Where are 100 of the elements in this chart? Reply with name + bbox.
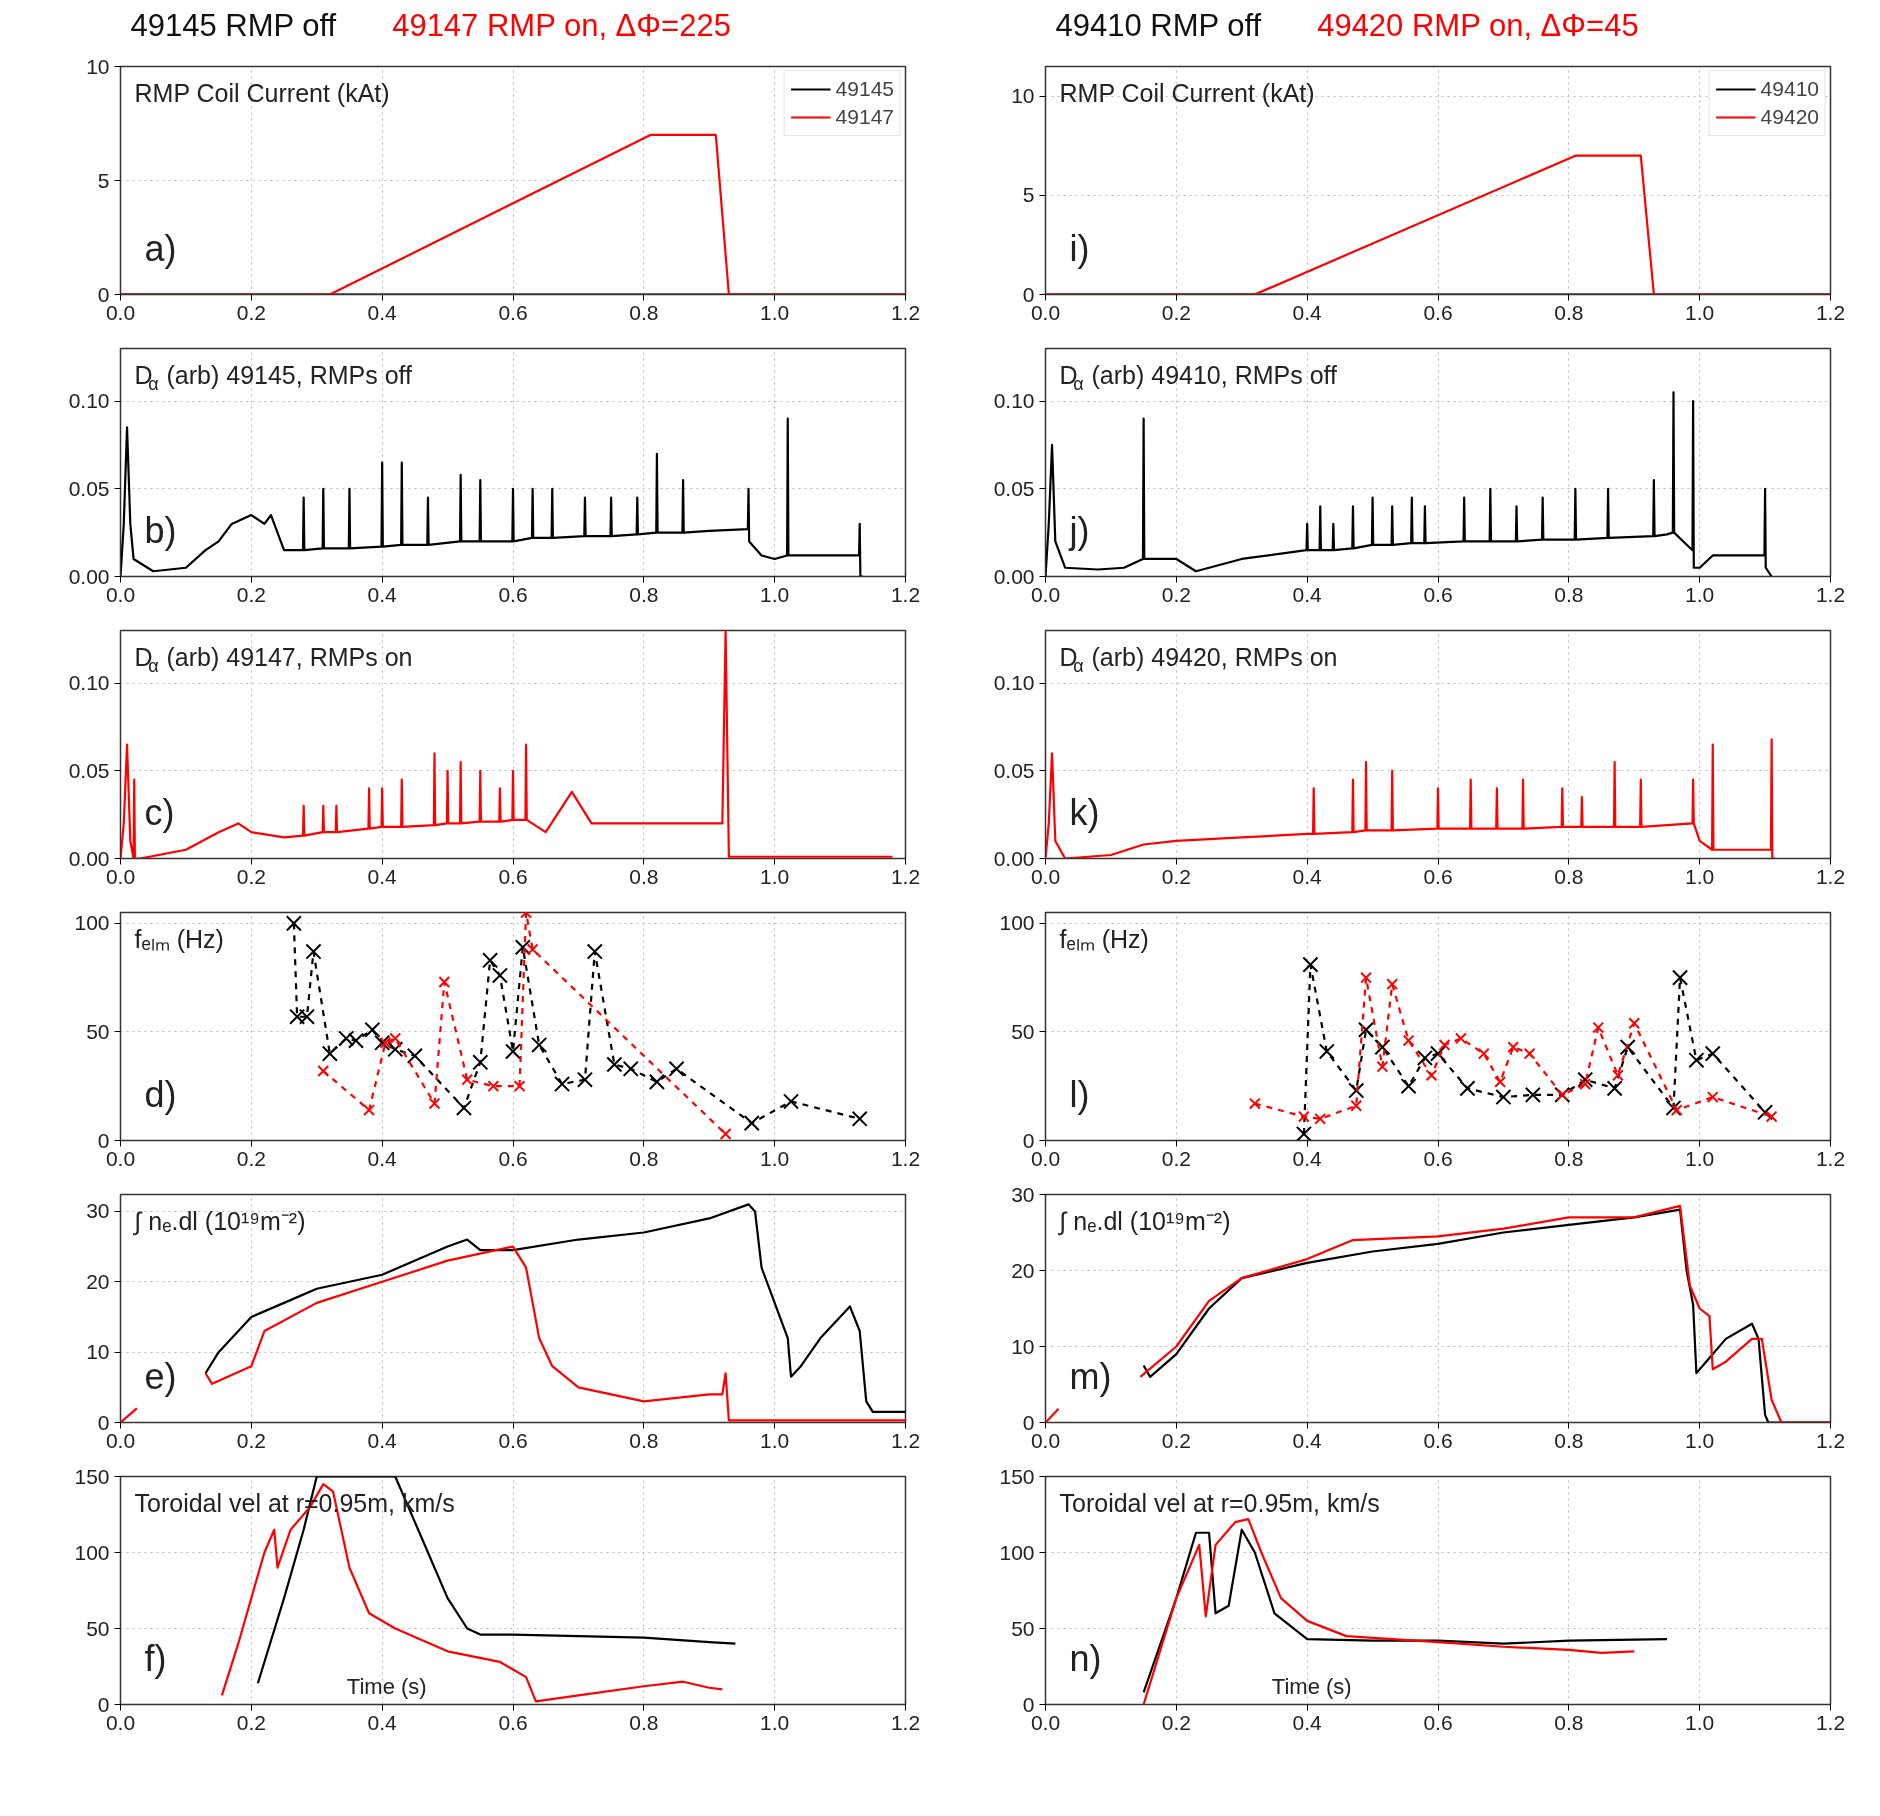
x-tick-label: 0.4 bbox=[1292, 1428, 1323, 1452]
annotation: e) bbox=[144, 1355, 177, 1397]
x-tick-label: 0.6 bbox=[498, 864, 528, 888]
x-tick-label: 0.2 bbox=[236, 1710, 266, 1734]
annotation: RMP Coil Current (kAt) bbox=[134, 78, 390, 107]
legend-label: 49420 bbox=[1760, 105, 1819, 129]
y-tick-label: 20 bbox=[1011, 1258, 1035, 1282]
x-tick-label: 0.8 bbox=[1554, 1146, 1584, 1170]
x-tick-label: 0.4 bbox=[1292, 1710, 1323, 1734]
y-tick-label: 0.05 bbox=[993, 758, 1035, 782]
y-tick-label: 0.00 bbox=[68, 846, 110, 870]
y-tick-label: 0.10 bbox=[68, 671, 110, 695]
x-axis-title: Time (s) bbox=[1271, 1673, 1352, 1699]
legend-label: 49145 bbox=[835, 77, 894, 101]
y-tick-label: 30 bbox=[1011, 1182, 1035, 1206]
x-tick-label: 0.2 bbox=[236, 582, 266, 606]
x-tick-label: 0.8 bbox=[629, 1146, 659, 1170]
chart-subtitle: 49147 RMP on, ΔΦ=225 bbox=[392, 7, 731, 43]
y-tick-label: 0.10 bbox=[993, 671, 1035, 695]
y-tick-label: 0 bbox=[97, 1410, 110, 1434]
x-tick-label: 0.2 bbox=[1161, 1146, 1191, 1170]
x-tick-label: 1.0 bbox=[760, 1428, 790, 1452]
x-tick-label: 1.2 bbox=[890, 582, 921, 606]
y-tick-label: 0.00 bbox=[993, 846, 1035, 870]
x-tick-label: 0.2 bbox=[1161, 1428, 1191, 1452]
x-tick-label: 0.4 bbox=[367, 1146, 398, 1170]
x-tick-label: 1.0 bbox=[1685, 1710, 1715, 1734]
y-tick-label: 50 bbox=[1011, 1019, 1035, 1043]
x-tick-label: 1.0 bbox=[760, 1710, 790, 1734]
annotation: d) bbox=[144, 1073, 177, 1115]
x-tick-label: 1.2 bbox=[1815, 582, 1846, 606]
x-tick-label: 0.2 bbox=[1161, 864, 1191, 888]
chart-title: 49410 RMP off bbox=[1055, 7, 1262, 43]
y-tick-label: 0 bbox=[1022, 1410, 1035, 1434]
chart-subtitle: 49420 RMP on, ΔΦ=45 bbox=[1317, 7, 1639, 43]
x-tick-label: 1.2 bbox=[1815, 300, 1846, 324]
x-tick-label: 0.6 bbox=[1423, 1146, 1453, 1170]
x-tick-label: 0.6 bbox=[1423, 1710, 1453, 1734]
x-tick-label: 1.0 bbox=[1685, 1146, 1715, 1170]
y-tick-label: 50 bbox=[86, 1616, 110, 1640]
x-tick-label: 0.4 bbox=[1292, 300, 1323, 324]
x-axis-title: Time (s) bbox=[346, 1673, 427, 1699]
x-tick-label: 0.4 bbox=[367, 300, 398, 324]
y-tick-label: 0.05 bbox=[68, 476, 110, 500]
x-tick-label: 1.0 bbox=[1685, 582, 1715, 606]
y-tick-label: 10 bbox=[1011, 84, 1035, 108]
x-tick-label: 0.2 bbox=[1161, 582, 1191, 606]
annotation: n) bbox=[1069, 1637, 1102, 1679]
y-tick-label: 5 bbox=[97, 168, 110, 192]
x-tick-label: 1.2 bbox=[890, 300, 921, 324]
x-tick-label: 1.0 bbox=[760, 864, 790, 888]
y-tick-label: 100 bbox=[999, 1540, 1035, 1564]
y-tick-label: 0 bbox=[1022, 1692, 1035, 1716]
x-tick-label: 0.8 bbox=[629, 582, 659, 606]
y-tick-label: 20 bbox=[86, 1269, 110, 1293]
y-tick-label: 0.10 bbox=[68, 389, 110, 413]
y-tick-label: 0 bbox=[1022, 1128, 1035, 1152]
x-tick-label: 0.8 bbox=[1554, 1710, 1584, 1734]
x-tick-label: 0.8 bbox=[629, 864, 659, 888]
y-tick-label: 0.10 bbox=[993, 389, 1035, 413]
annotation: fₑₗₘ (Hz) bbox=[1059, 924, 1149, 953]
x-tick-label: 0.8 bbox=[1554, 864, 1584, 888]
y-tick-label: 0.00 bbox=[993, 564, 1035, 588]
annotation: fₑₗₘ (Hz) bbox=[134, 924, 224, 953]
x-tick-label: 1.2 bbox=[1815, 1146, 1846, 1170]
annotation: l) bbox=[1069, 1073, 1090, 1115]
y-tick-label: 10 bbox=[86, 54, 110, 78]
x-tick-label: 1.2 bbox=[890, 1428, 921, 1452]
x-tick-label: 0.4 bbox=[1292, 582, 1323, 606]
x-tick-label: 0.2 bbox=[1161, 300, 1191, 324]
y-tick-label: 0 bbox=[97, 1692, 110, 1716]
x-tick-label: 0.6 bbox=[1423, 1428, 1453, 1452]
legend-label: 49147 bbox=[835, 105, 894, 129]
x-tick-label: 0.6 bbox=[498, 1710, 528, 1734]
x-tick-label: 0.6 bbox=[1423, 582, 1453, 606]
x-tick-label: 0.6 bbox=[498, 300, 528, 324]
x-tick-label: 0.2 bbox=[236, 300, 266, 324]
x-tick-label: 0.6 bbox=[498, 582, 528, 606]
y-tick-label: 0 bbox=[1022, 282, 1035, 306]
y-tick-label: 0.05 bbox=[68, 758, 110, 782]
x-tick-label: 0.8 bbox=[1554, 582, 1584, 606]
x-tick-label: 1.2 bbox=[890, 1710, 921, 1734]
x-tick-label: 0.6 bbox=[498, 1146, 528, 1170]
x-tick-label: 1.2 bbox=[890, 1146, 921, 1170]
x-tick-label: 1.2 bbox=[890, 864, 921, 888]
chart-title: 49145 RMP off bbox=[130, 7, 337, 43]
x-tick-label: 0.8 bbox=[1554, 300, 1584, 324]
y-tick-label: 150 bbox=[999, 1464, 1035, 1488]
y-tick-label: 100 bbox=[74, 911, 110, 935]
y-tick-label: 100 bbox=[999, 911, 1035, 935]
x-tick-label: 0.2 bbox=[236, 1146, 266, 1170]
x-tick-label: 0.6 bbox=[1423, 300, 1453, 324]
annotation: ∫ nₑ.dl (10¹⁹m⁻²) bbox=[132, 1206, 306, 1236]
x-tick-label: 0.8 bbox=[629, 1710, 659, 1734]
annotation: j) bbox=[1068, 509, 1090, 551]
annotation: Toroidal vel at r=0.95m, km/s bbox=[1059, 1488, 1380, 1517]
x-tick-label: 0.2 bbox=[236, 864, 266, 888]
x-tick-label: 0.8 bbox=[629, 1428, 659, 1452]
legend-label: 49410 bbox=[1760, 77, 1819, 101]
x-tick-label: 1.0 bbox=[1685, 1428, 1715, 1452]
